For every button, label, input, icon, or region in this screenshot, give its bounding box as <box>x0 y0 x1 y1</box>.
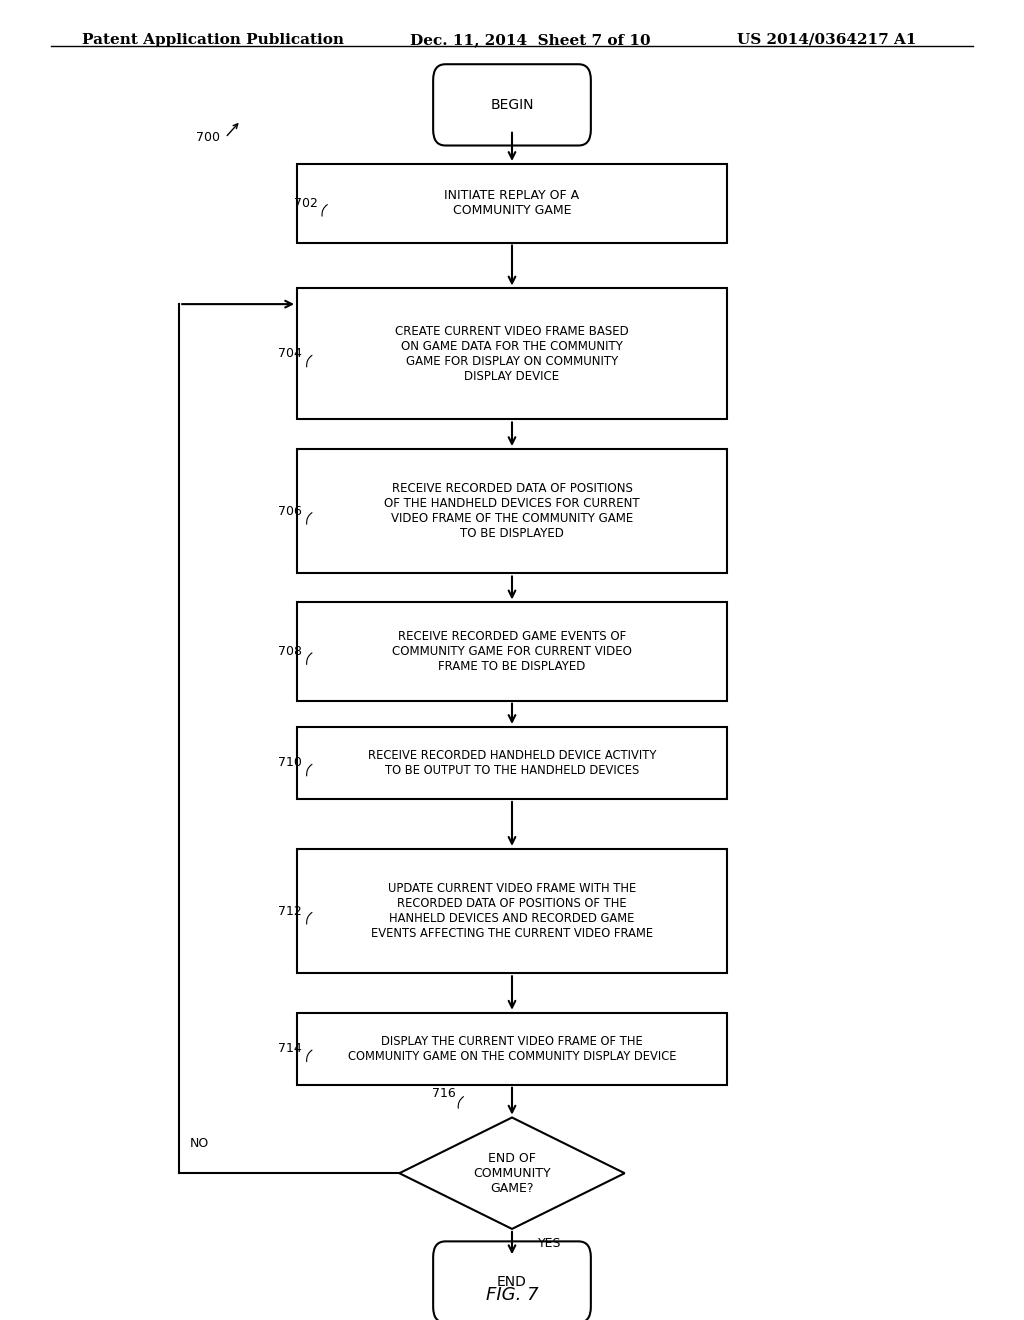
Text: CREATE CURRENT VIDEO FRAME BASED
ON GAME DATA FOR THE COMMUNITY
GAME FOR DISPLAY: CREATE CURRENT VIDEO FRAME BASED ON GAME… <box>395 325 629 383</box>
Text: YES: YES <box>538 1237 561 1250</box>
FancyBboxPatch shape <box>297 849 727 973</box>
Polygon shape <box>399 1118 625 1229</box>
Text: UPDATE CURRENT VIDEO FRAME WITH THE
RECORDED DATA OF POSITIONS OF THE
HANHELD DE: UPDATE CURRENT VIDEO FRAME WITH THE RECO… <box>371 882 653 940</box>
Text: 710: 710 <box>279 756 302 770</box>
Text: RECEIVE RECORDED HANDHELD DEVICE ACTIVITY
TO BE OUTPUT TO THE HANDHELD DEVICES: RECEIVE RECORDED HANDHELD DEVICE ACTIVIT… <box>368 748 656 777</box>
FancyBboxPatch shape <box>297 602 727 701</box>
Text: FIG. 7: FIG. 7 <box>485 1286 539 1304</box>
Text: END OF
COMMUNITY
GAME?: END OF COMMUNITY GAME? <box>473 1152 551 1195</box>
Text: 706: 706 <box>279 504 302 517</box>
Text: Dec. 11, 2014  Sheet 7 of 10: Dec. 11, 2014 Sheet 7 of 10 <box>410 33 650 46</box>
Text: BEGIN: BEGIN <box>490 98 534 112</box>
FancyBboxPatch shape <box>433 1241 591 1320</box>
FancyBboxPatch shape <box>297 449 727 573</box>
Text: INITIATE REPLAY OF A
COMMUNITY GAME: INITIATE REPLAY OF A COMMUNITY GAME <box>444 189 580 218</box>
Text: 714: 714 <box>279 1043 302 1055</box>
Text: RECEIVE RECORDED DATA OF POSITIONS
OF THE HANDHELD DEVICES FOR CURRENT
VIDEO FRA: RECEIVE RECORDED DATA OF POSITIONS OF TH… <box>384 482 640 540</box>
Text: 702: 702 <box>294 197 317 210</box>
Text: US 2014/0364217 A1: US 2014/0364217 A1 <box>737 33 916 46</box>
Text: RECEIVE RECORDED GAME EVENTS OF
COMMUNITY GAME FOR CURRENT VIDEO
FRAME TO BE DIS: RECEIVE RECORDED GAME EVENTS OF COMMUNIT… <box>392 630 632 673</box>
Text: 712: 712 <box>279 904 302 917</box>
FancyBboxPatch shape <box>297 727 727 799</box>
FancyBboxPatch shape <box>297 288 727 420</box>
Text: Patent Application Publication: Patent Application Publication <box>82 33 344 46</box>
Text: 708: 708 <box>279 645 302 657</box>
Text: DISPLAY THE CURRENT VIDEO FRAME OF THE
COMMUNITY GAME ON THE COMMUNITY DISPLAY D: DISPLAY THE CURRENT VIDEO FRAME OF THE C… <box>348 1035 676 1063</box>
Text: END: END <box>497 1275 527 1290</box>
Text: 700: 700 <box>197 131 220 144</box>
FancyBboxPatch shape <box>297 164 727 243</box>
Text: 704: 704 <box>279 347 302 360</box>
Text: 716: 716 <box>432 1088 456 1101</box>
FancyBboxPatch shape <box>297 1012 727 1085</box>
FancyBboxPatch shape <box>433 65 591 145</box>
Text: NO: NO <box>189 1137 209 1150</box>
